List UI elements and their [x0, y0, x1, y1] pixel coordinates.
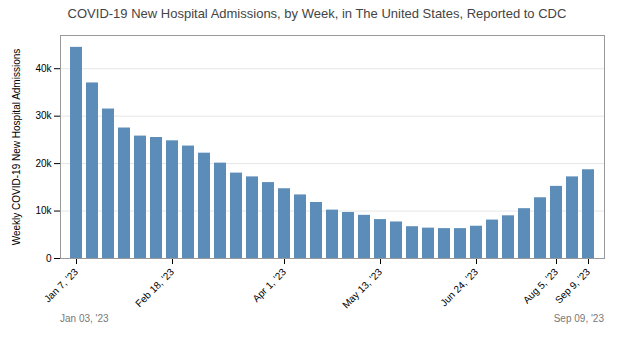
- html-text:COVID-19 New Hospital Admissio: COVID-19 New Hospital Admissions, by Wee…: [67, 6, 567, 21]
- svg-text:40k: 40k: [35, 63, 52, 74]
- svg-text:Apr 1, '23: Apr 1, '23: [250, 266, 288, 304]
- svg-text:May 13, '23: May 13, '23: [340, 266, 384, 310]
- svg-text:Aug 5, '23: Aug 5, '23: [520, 266, 561, 306]
- svg-text:0: 0: [46, 253, 52, 264]
- svg-text:20k: 20k: [35, 158, 52, 169]
- svg-text:30k: 30k: [35, 110, 52, 121]
- svg-text:Sep 9, '23: Sep 9, '23: [553, 266, 593, 306]
- svg-text:Weekly COVID-19 New Hospital A: Weekly COVID-19 New Hospital Admissions: [11, 49, 22, 246]
- svg-text:10k: 10k: [35, 205, 52, 216]
- html-text:Jan 03, '23: Jan 03, '23: [60, 313, 109, 324]
- html-text:Sep 09, '23: Sep 09, '23: [553, 313, 604, 324]
- svg-text:Feb 18, '23: Feb 18, '23: [133, 266, 176, 309]
- svg-text:Jan 7, '23: Jan 7, '23: [42, 266, 81, 305]
- svg-text:Jun 24, '23: Jun 24, '23: [438, 266, 480, 308]
